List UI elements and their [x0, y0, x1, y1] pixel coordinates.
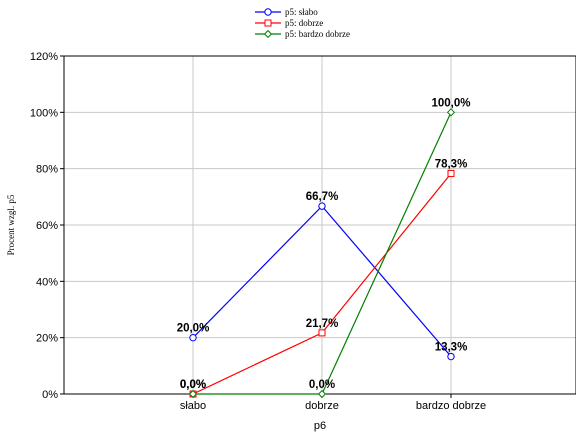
x-axis: słabo dobrze bardzo dobrze — [180, 394, 486, 412]
data-point — [188, 389, 198, 399]
data-label: 21,7% — [306, 318, 339, 330]
x-tick-label: bardzo dobrze — [416, 400, 486, 412]
series-1 — [189, 202, 455, 361]
y-axis-title: Procent wzgl. p5 — [6, 194, 16, 255]
legend-entry: p5: słabo — [285, 7, 318, 17]
data-point — [318, 202, 326, 210]
grid-lines — [64, 56, 576, 394]
y-tick-label: 0% — [42, 389, 58, 401]
legend-marker — [264, 19, 272, 27]
data-point — [447, 352, 455, 361]
legend-marker — [263, 29, 273, 39]
data-labels: 20,0%66,7%13,3%0,0%21,7%78,3%0,0% 0,0%100… — [177, 97, 471, 391]
y-axis: 0% 20% 40% 60% 80% 100% 120% — [30, 51, 64, 401]
y-tick-label: 120% — [30, 51, 58, 63]
series-layer — [188, 108, 456, 399]
y-tick-label: 20% — [36, 333, 58, 345]
y-tick-label: 80% — [36, 164, 58, 176]
series-3 — [188, 108, 456, 399]
data-point — [189, 333, 197, 342]
x-tick-label: słabo — [180, 400, 206, 412]
data-label: 13,3% — [435, 342, 468, 354]
data-label: 20,0% — [177, 323, 210, 335]
data-point — [317, 389, 327, 399]
legend-entry: p5: dobrze — [285, 18, 323, 28]
x-tick-label: dobrze — [305, 400, 339, 412]
data-label: 78,3% — [435, 158, 468, 170]
legend-marker — [264, 8, 272, 16]
data-label: 0,0% — [180, 379, 206, 391]
data-label: 100,0% — [431, 97, 470, 109]
data-point — [446, 108, 456, 117]
data-point — [447, 169, 455, 177]
data-point — [318, 329, 326, 337]
legend-entry: p5: bardzo dobrze — [285, 29, 350, 39]
data-label: 0,0% — [309, 379, 335, 391]
y-tick-label: 100% — [30, 107, 58, 119]
x-axis-title: p6 — [314, 420, 326, 432]
y-tick-label: 40% — [36, 276, 58, 288]
data-label: 66,7% — [306, 191, 339, 203]
data-label: 0,0% — [180, 379, 206, 391]
y-tick-label: 60% — [36, 220, 58, 232]
